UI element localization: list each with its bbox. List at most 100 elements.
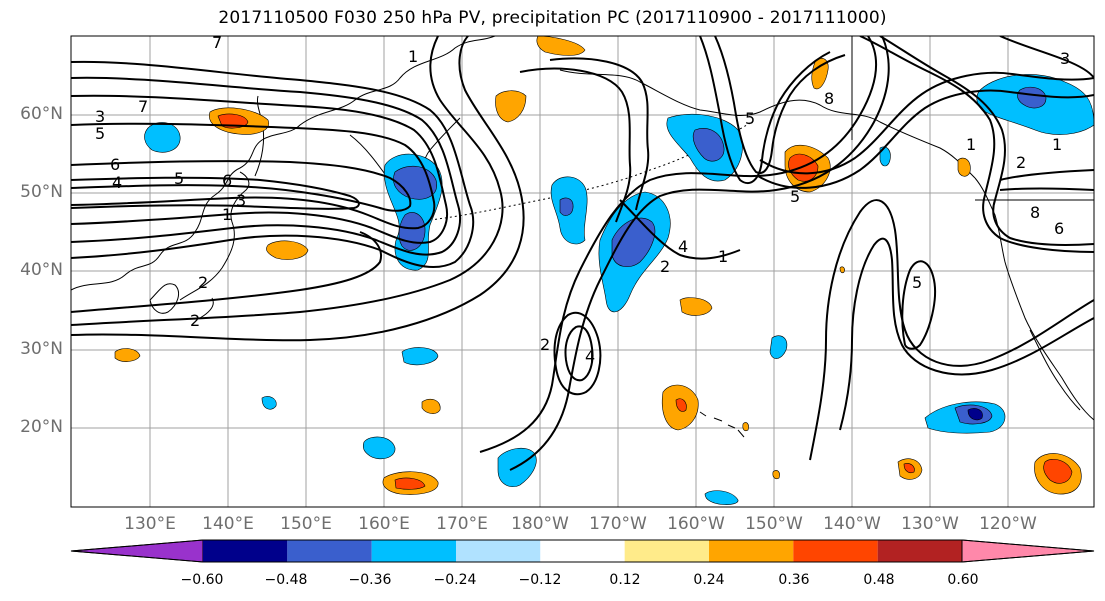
contour-label: 2: [190, 311, 200, 330]
contour-label: 1: [1052, 135, 1062, 154]
colorbar-segment: [709, 540, 794, 562]
contour-label: 1: [222, 205, 232, 224]
contour-label: 2: [660, 257, 670, 276]
pv-contour: [759, 71, 1094, 175]
lon-label: 180°W: [511, 514, 569, 534]
colorbar-tick-label: 0.60: [947, 572, 979, 588]
lat-label: 30°N: [20, 339, 63, 359]
pv-contour: [999, 187, 1094, 191]
colorbar-segment: [287, 540, 372, 562]
anomaly-shape: [769, 335, 788, 359]
pv-contour: [999, 169, 1094, 181]
colorbar-tick-label: −0.60: [180, 572, 224, 588]
precip-negative-anomalies: [144, 74, 1094, 505]
baja-coast: [1029, 329, 1081, 411]
pv-contour: [999, 36, 1094, 79]
anomaly-shape: [394, 477, 426, 490]
pv-contour: [71, 60, 475, 269]
pv-contour: [71, 231, 382, 313]
contour-label: 1: [966, 135, 976, 154]
lon-label: 150°W: [745, 514, 803, 534]
asia-coast: [71, 36, 496, 291]
colorbar-segment: [203, 540, 288, 562]
lat-label: 20°N: [20, 417, 63, 437]
anomaly-shape: [811, 57, 829, 90]
lon-label: 130°W: [901, 514, 959, 534]
anomaly-shape: [611, 217, 656, 268]
lon-label: 140°E: [202, 514, 254, 534]
pv-contour: [509, 36, 890, 471]
lon-label: 170°W: [589, 514, 647, 534]
pv-contour: [71, 76, 461, 256]
pv-contour: [809, 199, 1094, 461]
lat-label: 40°N: [20, 260, 63, 280]
pv-contour: [553, 311, 602, 396]
pv-contour: [839, 237, 1094, 431]
pv-contour: [879, 36, 1094, 246]
colorbar-tick-label: 0.36: [778, 572, 810, 588]
pv-contour: [619, 199, 741, 260]
colorbar-segment: [371, 540, 456, 562]
colorbar-segment: [624, 540, 709, 562]
anomaly-shape: [421, 398, 441, 414]
contour-label: 3: [1060, 49, 1070, 68]
lon-label: 170°E: [436, 514, 488, 534]
contour-label: 4: [585, 347, 595, 366]
anomaly-shape: [266, 240, 309, 260]
contour-label: 3: [236, 191, 246, 210]
contour-label: 1: [718, 247, 728, 266]
anomaly-shape: [903, 463, 915, 474]
colorbar-tick-label: −0.48: [264, 572, 308, 588]
pv-contour: [71, 122, 436, 230]
anomaly-shape: [675, 398, 687, 412]
colorbar-extend-low: [70, 539, 204, 563]
contour-label: 5: [912, 273, 922, 292]
anomaly-shape: [704, 490, 739, 505]
korea-coast: [149, 283, 179, 314]
pv-contour: [757, 89, 1094, 189]
anomaly-shape: [261, 396, 277, 410]
lon-label: 130°E: [124, 514, 176, 534]
colorbar-segment: [540, 540, 625, 562]
pv-contour: [699, 36, 831, 185]
anomaly-shape: [967, 408, 983, 421]
anomaly-shape: [1017, 86, 1047, 109]
hawaii-islands: [699, 411, 745, 438]
colorbar-tick-label: 0.48: [863, 572, 895, 588]
contour-label: 4: [112, 173, 122, 192]
colorbar-segment: [877, 540, 962, 562]
contour-label: 7: [138, 97, 148, 116]
colorbar-outline: [70, 539, 1095, 563]
contour-label: 2: [540, 335, 550, 354]
colorbar-extend-high: [961, 539, 1095, 563]
lon-label: 140°W: [823, 514, 881, 534]
contour-label: 5: [790, 187, 800, 206]
contour-label: 8: [824, 89, 834, 108]
colorbar-tick-label: −0.24: [433, 572, 477, 588]
contour-label: 5: [174, 169, 184, 188]
lat-label: 60°N: [20, 104, 63, 124]
colorbar: [70, 539, 1095, 563]
anomaly-shape: [401, 347, 439, 366]
contour-label: 6: [110, 155, 120, 174]
contour-label: 5: [95, 124, 105, 143]
pv-contours: [71, 36, 1094, 471]
pv-contour: [71, 94, 448, 244]
contour-label: 1: [408, 47, 418, 66]
contour-label: 6: [1054, 219, 1064, 238]
pv-contour: [71, 160, 412, 212]
contour-label: 4: [678, 237, 688, 256]
contour-label: 2: [198, 273, 208, 292]
lon-label: 160°E: [358, 514, 410, 534]
sakhalin-coast: [254, 95, 265, 177]
anomaly-shape: [1043, 459, 1073, 484]
pv-contour: [71, 36, 525, 342]
colorbar-segment: [456, 540, 541, 562]
colorbar-segment: [793, 540, 878, 562]
pv-contour: [901, 260, 936, 350]
pv-contour: [714, 36, 846, 174]
colorbar-tick-label: 0.12: [609, 572, 641, 588]
contour-label: 3: [95, 107, 105, 126]
anomaly-shape: [144, 122, 181, 153]
